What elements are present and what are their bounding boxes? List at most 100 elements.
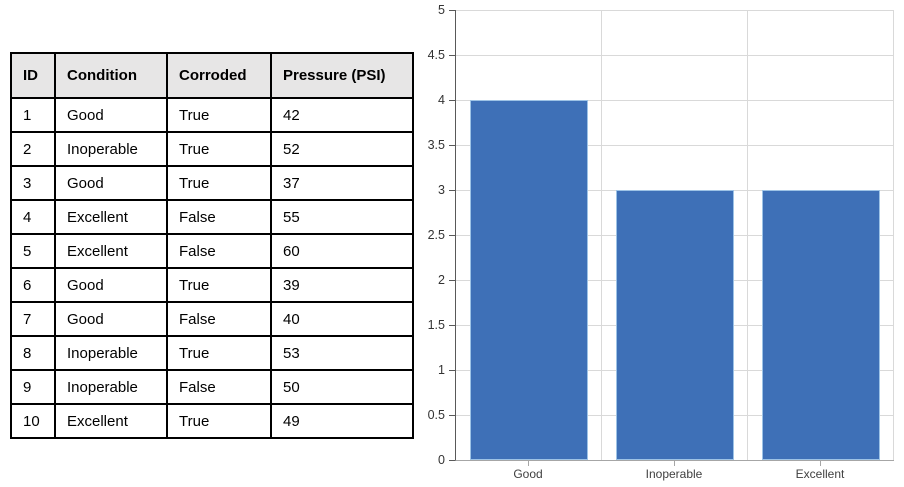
h-gridline (456, 370, 894, 371)
y-axis-tick-mark (449, 460, 455, 461)
table-cell: True (166, 131, 272, 167)
table-row: 2 Inoperable True 52 (10, 131, 414, 167)
y-axis-tick-label: 2.5 (427, 228, 445, 242)
table-cell: 42 (270, 97, 414, 133)
table-cell: True (166, 267, 272, 303)
y-axis-tick-mark (449, 325, 455, 326)
table-header-row: ID Condition Corroded Pressure (PSI) (10, 52, 414, 99)
table-cell: Inoperable (54, 335, 168, 371)
x-axis-category-label: Inoperable (645, 467, 703, 481)
table-row: 7 Good False 40 (10, 301, 414, 337)
table-row: 3 Good True 37 (10, 165, 414, 201)
y-axis-tick-label: 4.5 (427, 48, 445, 62)
table-cell: Excellent (54, 233, 168, 269)
table-cell: 5 (10, 233, 56, 269)
table-cell: 55 (270, 199, 414, 235)
plot-area (455, 10, 894, 461)
table-cell: Good (54, 267, 168, 303)
y-axis-tick-label: 3.5 (427, 138, 445, 152)
table-cell: Inoperable (54, 131, 168, 167)
table-cell: 53 (270, 335, 414, 371)
y-axis-tick-label: 4 (438, 93, 445, 107)
column-header-pressure-psi: Pressure (PSI) (270, 52, 414, 99)
h-gridline (456, 280, 894, 281)
y-axis-tick-label: 2 (438, 273, 445, 287)
y-axis-tick-label: 0.5 (427, 408, 445, 422)
y-axis-tick-mark (449, 10, 455, 11)
table-header: ID Condition Corroded Pressure (PSI) (10, 52, 414, 99)
table-cell: 6 (10, 267, 56, 303)
table-cell: 8 (10, 335, 56, 371)
table-row: 6 Good True 39 (10, 267, 414, 303)
h-gridline (456, 10, 894, 11)
column-header-id: ID (10, 52, 56, 99)
column-header-condition: Condition (54, 52, 168, 99)
table-row: 8 Inoperable True 53 (10, 335, 414, 371)
x-axis-category-label: Excellent (795, 467, 845, 481)
h-gridline (456, 190, 894, 191)
v-gridline (601, 10, 602, 460)
table-cell: 1 (10, 97, 56, 133)
table-row: 5 Excellent False 60 (10, 233, 414, 269)
bar-inoperable (616, 190, 734, 460)
y-axis-tick-label: 1.5 (427, 318, 445, 332)
x-axis-tick-mark (674, 461, 675, 466)
y-axis-tick-mark (449, 280, 455, 281)
table-cell: 4 (10, 199, 56, 235)
table-cell: 7 (10, 301, 56, 337)
table-cell: 60 (270, 233, 414, 269)
y-axis-tick-label: 5 (438, 3, 445, 17)
table-row: 4 Excellent False 55 (10, 199, 414, 235)
bar-excellent (762, 190, 880, 460)
h-gridline (456, 235, 894, 236)
x-axis-category-label: Good (513, 467, 543, 481)
table-cell: 39 (270, 267, 414, 303)
table-cell: Inoperable (54, 369, 168, 405)
table-cell: Excellent (54, 199, 168, 235)
table-cell: False (166, 301, 272, 337)
table-row: 9 Inoperable False 50 (10, 369, 414, 405)
y-axis-tick-mark (449, 55, 455, 56)
y-axis-tick-mark (449, 190, 455, 191)
table-cell: True (166, 335, 272, 371)
table-cell: 37 (270, 165, 414, 201)
table-cell: Excellent (54, 403, 168, 439)
table-cell: Good (54, 165, 168, 201)
h-gridline (456, 415, 894, 416)
v-gridline (893, 10, 894, 460)
pipe-inspection-table: ID Condition Corroded Pressure (PSI) 1 Good T… (10, 52, 414, 439)
table-cell: 2 (10, 131, 56, 167)
table-cell: 3 (10, 165, 56, 201)
y-axis-tick-label: 3 (438, 183, 445, 197)
table-cell: Good (54, 301, 168, 337)
table-cell: 9 (10, 369, 56, 405)
y-axis-tick-mark (449, 100, 455, 101)
table-cell: 40 (270, 301, 414, 337)
column-header-corroded: Corroded (166, 52, 272, 99)
h-gridline (456, 100, 894, 101)
bar-good (470, 100, 588, 460)
table-cell: True (166, 97, 272, 133)
table-cell: 10 (10, 403, 56, 439)
v-gridline (747, 10, 748, 460)
table-cell: Good (54, 97, 168, 133)
table-cell: False (166, 369, 272, 405)
y-axis-tick-label: 0 (438, 453, 445, 467)
y-axis-tick-mark (449, 415, 455, 416)
x-axis-tick-mark (528, 461, 529, 466)
y-axis-tick-label: 1 (438, 363, 445, 377)
table-cell: False (166, 199, 272, 235)
table-row: 10 Excellent True 49 (10, 403, 414, 439)
x-axis-tick-mark (820, 461, 821, 466)
table-cell: False (166, 233, 272, 269)
table-cell: 49 (270, 403, 414, 439)
table-cell: True (166, 403, 272, 439)
y-axis-tick-mark (449, 235, 455, 236)
y-axis-tick-mark (449, 145, 455, 146)
table-row: 1 Good True 42 (10, 97, 414, 133)
y-axis-tick-mark (449, 370, 455, 371)
h-gridline (456, 55, 894, 56)
h-gridline (456, 325, 894, 326)
table-body: 1 Good True 42 2 Inoperable True 52 3 Good True 37 4… (10, 97, 414, 439)
table-cell: 50 (270, 369, 414, 405)
